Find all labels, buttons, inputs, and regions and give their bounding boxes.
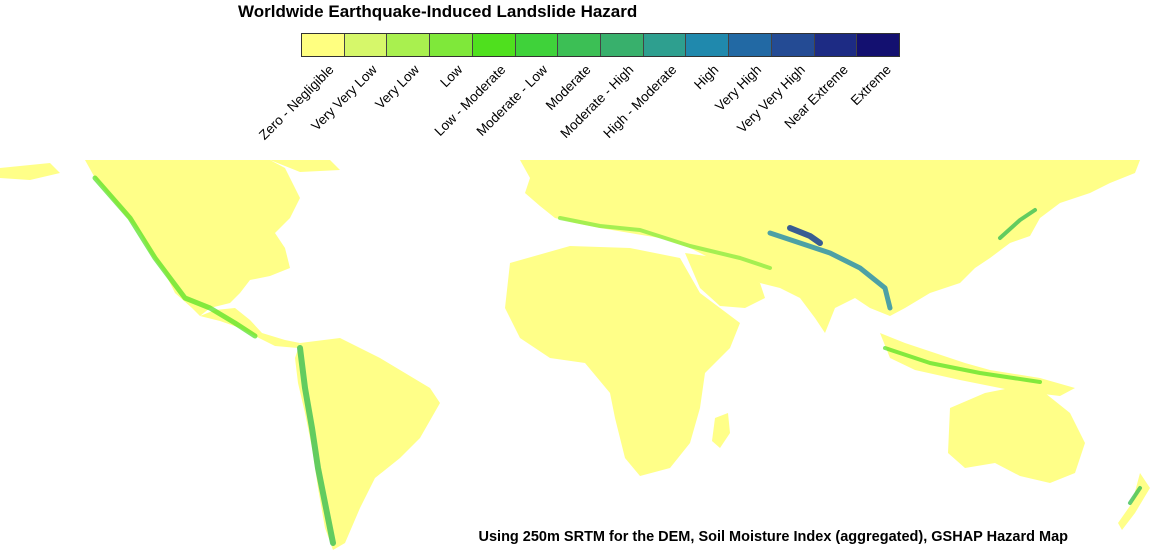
land-central-america — [200, 308, 300, 348]
legend-swatch — [430, 34, 473, 56]
land-arctic-north-america — [270, 160, 340, 172]
land-south-america — [295, 338, 440, 550]
legend-label: Extreme — [847, 62, 894, 109]
land-australia — [948, 386, 1085, 483]
hazard-tien-shan — [787, 225, 823, 246]
land-alaska-edge — [0, 163, 60, 180]
legend-swatch — [302, 34, 345, 56]
legend-labels: Zero - Negligible Very Very Low Very Low Lo… — [0, 0, 1171, 160]
hazard-new-zealand — [1128, 486, 1142, 505]
land-africa — [505, 246, 740, 476]
land-arabia — [685, 253, 765, 308]
land-russia-east — [1090, 160, 1140, 183]
legend-label: High — [691, 62, 722, 93]
footnote: Using 250m SRTM for the DEM, Soil Moistu… — [478, 529, 1069, 545]
world-map — [0, 160, 1150, 550]
hazard-japan-arc — [998, 208, 1037, 240]
land-southeast-asia — [880, 333, 1075, 396]
hazard-alpine-belt — [558, 216, 772, 270]
legend-swatch — [515, 34, 559, 56]
hazard-cordillera — [92, 175, 258, 339]
legend-label: High - Moderate — [600, 62, 680, 142]
land-north-america — [85, 160, 300, 316]
legend-swatch — [857, 34, 900, 56]
legend-swatch — [771, 34, 815, 56]
hazard-himalaya — [767, 230, 893, 311]
legend-label: Moderate - High — [557, 62, 637, 142]
legend-color-bar — [301, 33, 900, 57]
legend-swatch — [387, 34, 431, 56]
land-eurasia — [520, 160, 1120, 333]
legend-swatch — [472, 34, 516, 56]
legend-label: Zero - Negligible — [256, 62, 338, 143]
legend-swatch — [686, 34, 730, 56]
land-new-zealand — [1118, 473, 1150, 530]
legend-swatch — [643, 34, 687, 56]
legend-swatch — [729, 34, 772, 56]
hazard-indonesia-arc — [883, 346, 1042, 384]
legend-label: Very Low — [372, 62, 423, 112]
legend-swatch — [558, 34, 602, 56]
land-madagascar — [712, 413, 730, 448]
legend-label: Low — [437, 62, 466, 91]
legend-swatch — [601, 34, 644, 56]
map-title: Worldwide Earthquake-Induced Landslide H… — [238, 2, 638, 21]
legend-swatch — [814, 34, 858, 56]
hazard-andes — [297, 345, 336, 546]
legend-swatch — [344, 34, 388, 56]
